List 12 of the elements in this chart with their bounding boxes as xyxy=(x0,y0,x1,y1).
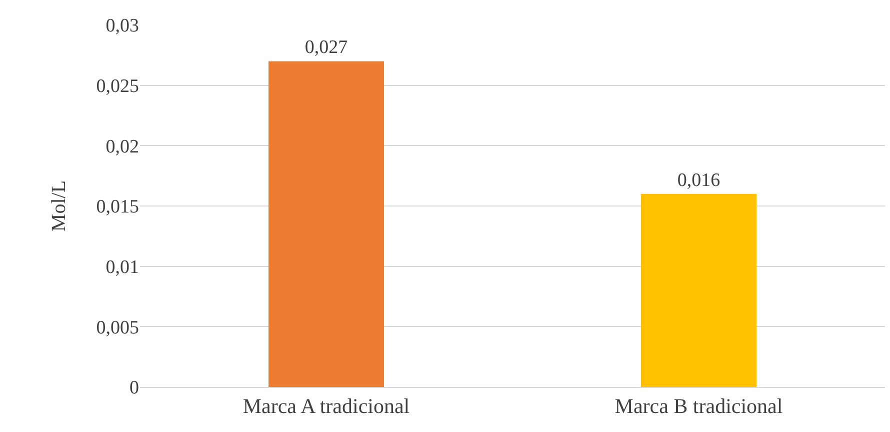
y-tick-label: 0,01 xyxy=(106,256,139,278)
y-tick-label: 0,005 xyxy=(96,317,139,338)
y-axis-title: Mol/L xyxy=(48,180,70,232)
y-tick-label: 0,02 xyxy=(106,136,139,158)
y-tick-label: 0,015 xyxy=(96,196,139,218)
x-tick-label: Marca A tradicional xyxy=(242,394,410,418)
y-tick-label: 0,025 xyxy=(96,76,139,97)
y-tick-label: 0 xyxy=(130,378,139,399)
y-tick-label: 0,03 xyxy=(106,16,139,37)
x-tick-label: Marca B tradicional xyxy=(614,394,783,418)
data-label: 0,016 xyxy=(677,170,720,191)
data-label: 0,027 xyxy=(304,37,348,58)
